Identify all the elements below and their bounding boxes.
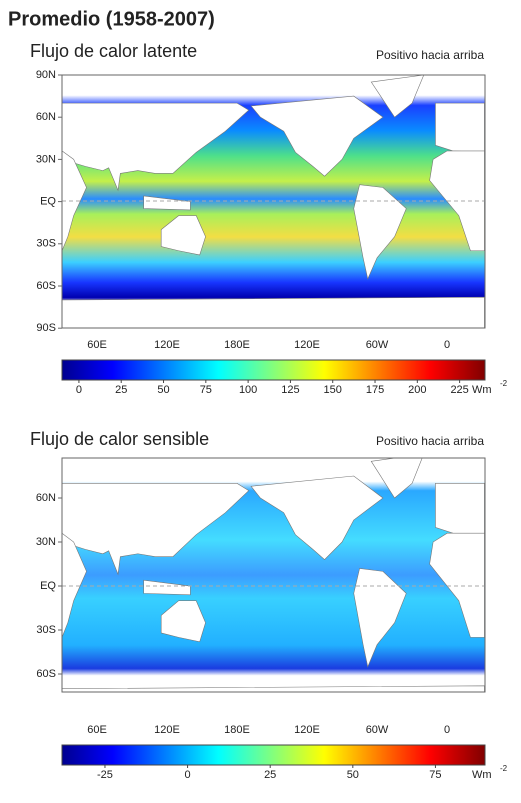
lon-label: 120E: [154, 339, 180, 351]
lon-label: 180E: [224, 724, 250, 736]
panel-latent: Flujo de calor latente Positivo hacia ar…: [30, 41, 486, 381]
colorbar-tick-label: 150: [324, 384, 342, 396]
panel-title: Flujo de calor sensible: [30, 429, 209, 449]
lon-label: 120E: [154, 724, 180, 736]
colorbar-tick-label: 0: [76, 384, 82, 396]
colorbar-tick-label: 50: [157, 384, 169, 396]
panel-note: Positivo hacia arriba: [376, 48, 484, 62]
lat-label: 90N: [36, 69, 56, 81]
lon-label: 0: [444, 724, 450, 736]
colorbar-tick-label: 225: [450, 384, 468, 396]
lat-label: 60N: [36, 492, 56, 504]
colorbar-tick-label: 200: [408, 384, 426, 396]
panel-sensible: Flujo de calor sensible Positivo hacia a…: [30, 429, 486, 766]
colorbar-tick-label: 0: [185, 769, 191, 781]
colorbar: [61, 744, 486, 766]
lat-label: 90S: [36, 322, 56, 334]
colorbar-tick-label: 75: [200, 384, 212, 396]
lon-label: 60E: [87, 724, 107, 736]
panel-title: Flujo de calor latente: [30, 41, 197, 61]
lon-label: 60W: [366, 339, 389, 351]
lat-label: EQ: [40, 196, 56, 208]
lon-label: 60W: [366, 724, 389, 736]
colorbar-tick-label: -25: [97, 769, 113, 781]
lat-label: 60S: [36, 280, 56, 292]
colorbar-tick-label: 50: [347, 769, 359, 781]
colorbar: [61, 359, 486, 381]
colorbar-tick-label: 100: [239, 384, 257, 396]
colorbar-unit-exp: -2: [500, 764, 508, 773]
colorbar-tick-label: 25: [264, 769, 276, 781]
lon-label: 60E: [87, 339, 107, 351]
lat-label: 60S: [36, 668, 56, 680]
panel-note: Positivo hacia arriba: [376, 434, 484, 448]
colorbar-tick-label: 175: [366, 384, 384, 396]
map: [62, 75, 485, 328]
colorbar-unit: Wm: [472, 769, 492, 781]
colorbar-unit: Wm: [472, 384, 492, 396]
lat-label: 60N: [36, 111, 56, 123]
lat-label: 30S: [36, 624, 56, 636]
colorbar-unit-exp: -2: [500, 379, 508, 388]
lat-label: 30N: [36, 153, 56, 165]
lon-label: 120E: [294, 724, 320, 736]
map: [62, 458, 485, 692]
colorbar-tick-label: 25: [115, 384, 127, 396]
lon-label: 120E: [294, 339, 320, 351]
title: Promedio (1958-2007): [8, 8, 215, 30]
lat-label: EQ: [40, 580, 56, 592]
lat-label: 30S: [36, 238, 56, 250]
colorbar-tick-label: 125: [281, 384, 299, 396]
colorbar-tick-label: 75: [429, 769, 441, 781]
lat-label: 30N: [36, 536, 56, 548]
lon-label: 0: [444, 339, 450, 351]
lon-label: 180E: [224, 339, 250, 351]
